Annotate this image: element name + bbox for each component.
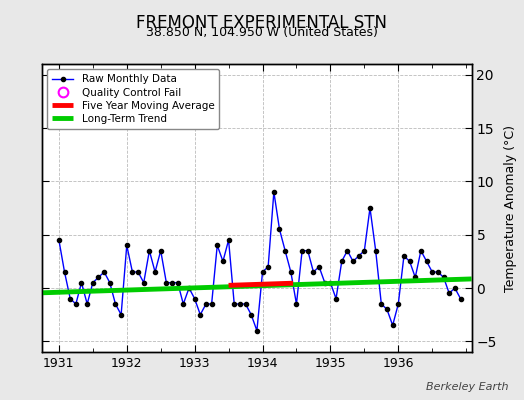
Raw Monthly Data xyxy=(254,328,260,333)
Raw Monthly Data xyxy=(271,190,277,194)
Five Year Moving Average xyxy=(225,283,232,288)
Text: FREMONT EXPERIMENTAL STN: FREMONT EXPERIMENTAL STN xyxy=(136,14,388,32)
Raw Monthly Data xyxy=(457,296,464,301)
Raw Monthly Data xyxy=(435,270,441,274)
Raw Monthly Data xyxy=(56,238,62,242)
Raw Monthly Data xyxy=(191,296,198,301)
Y-axis label: Temperature Anomaly (°C): Temperature Anomaly (°C) xyxy=(504,124,517,292)
Legend: Raw Monthly Data, Quality Control Fail, Five Year Moving Average, Long-Term Tren: Raw Monthly Data, Quality Control Fail, … xyxy=(47,69,220,129)
Five Year Moving Average xyxy=(290,281,296,286)
Raw Monthly Data xyxy=(322,280,328,285)
Line: Five Year Moving Average: Five Year Moving Average xyxy=(228,283,293,285)
Text: Berkeley Earth: Berkeley Earth xyxy=(426,382,508,392)
Line: Raw Monthly Data: Raw Monthly Data xyxy=(57,190,463,333)
Raw Monthly Data xyxy=(293,302,300,306)
Text: 38.850 N, 104.950 W (United States): 38.850 N, 104.950 W (United States) xyxy=(146,26,378,39)
Raw Monthly Data xyxy=(112,302,118,306)
Raw Monthly Data xyxy=(339,259,345,264)
